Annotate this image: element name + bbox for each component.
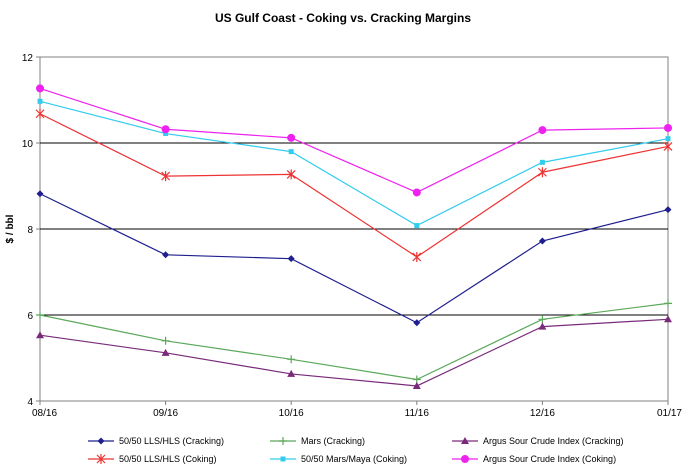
legend-item: 50/50 Mars/Maya (Coking) — [270, 454, 407, 464]
legend-label: 50/50 LLS/HLS (Coking) — [119, 454, 217, 464]
data-point — [538, 315, 547, 324]
x-tick-label: 09/16 — [153, 408, 178, 419]
data-point — [280, 456, 286, 462]
series-line — [39, 193, 669, 324]
series-0 — [36, 190, 672, 327]
legend-item: 50/50 LLS/HLS (Cracking) — [88, 436, 224, 446]
x-axis-ticks: 08/16 09/16 10/16 11/16 12/16 01/17 — [32, 401, 682, 419]
series-2 — [36, 315, 672, 389]
data-point — [413, 319, 421, 327]
data-point — [97, 437, 105, 445]
legend-item: 50/50 LLS/HLS (Coking) — [88, 454, 217, 464]
data-point — [161, 348, 170, 356]
y-axis-ticks: 4 6 8 10 12 — [22, 53, 40, 408]
series-line — [39, 113, 669, 258]
legend-label: 50/50 LLS/HLS (Cracking) — [119, 436, 224, 446]
y-tick-label: 4 — [27, 397, 33, 408]
data-point — [461, 455, 469, 463]
data-point — [96, 454, 106, 464]
chart-title: US Gulf Coast - Coking vs. Cracking Marg… — [215, 11, 471, 25]
data-point — [161, 125, 170, 134]
y-tick-label: 12 — [22, 53, 34, 64]
x-tick-label: 10/16 — [279, 408, 304, 419]
series-1 — [36, 299, 672, 384]
legend-item: Mars (Cracking) — [270, 436, 365, 446]
data-point — [663, 141, 673, 152]
data-point — [162, 251, 170, 259]
legend-label: 50/50 Mars/Maya (Coking) — [301, 454, 407, 464]
data-point — [538, 237, 546, 245]
data-point — [664, 315, 672, 323]
legend-label: Mars (Cracking) — [301, 436, 365, 446]
data-point — [36, 190, 44, 198]
data-point — [161, 336, 170, 345]
legend-item: Argus Sour Crude Index (Cracking) — [452, 436, 624, 446]
data-point — [414, 223, 420, 229]
data-point — [538, 322, 547, 330]
data-point — [664, 299, 672, 308]
data-point — [461, 437, 469, 444]
x-tick-label: 01/17 — [657, 408, 682, 419]
data-point — [279, 437, 287, 445]
data-point — [286, 169, 296, 180]
series-layer — [35, 84, 673, 389]
data-point — [287, 133, 296, 142]
data-point — [664, 206, 672, 214]
data-point — [537, 167, 547, 178]
data-point — [538, 126, 547, 135]
y-tick-label: 8 — [27, 225, 33, 236]
data-point — [412, 188, 421, 197]
y-axis-label: $ / bbl — [5, 214, 16, 243]
series-4 — [37, 98, 671, 229]
data-point — [665, 136, 671, 142]
data-point — [161, 171, 171, 182]
series-line — [39, 318, 669, 387]
data-point — [287, 369, 296, 377]
data-point — [412, 251, 422, 262]
data-point — [287, 255, 295, 263]
legend-label: Argus Sour Crude Index (Cracking) — [483, 436, 624, 446]
x-tick-label: 12/16 — [530, 408, 555, 419]
y-tick-label: 6 — [27, 311, 33, 322]
y-tick-label: 10 — [22, 139, 34, 150]
series-line — [39, 87, 669, 194]
data-point — [539, 159, 545, 165]
series-line — [39, 302, 669, 381]
data-point — [163, 131, 169, 137]
x-tick-label: 08/16 — [32, 408, 57, 419]
legend-item: Argus Sour Crude Index (Coking) — [452, 454, 616, 464]
data-point — [412, 381, 421, 389]
x-tick-label: 11/16 — [405, 408, 430, 419]
data-point — [37, 98, 43, 104]
data-point — [664, 123, 672, 132]
legend: 50/50 LLS/HLS (Cracking) Mars (Cracking) A… — [88, 436, 624, 464]
data-point — [287, 355, 296, 364]
gridlines — [40, 142, 668, 316]
legend-label: Argus Sour Crude Index (Coking) — [483, 454, 616, 464]
data-point — [36, 311, 44, 319]
series-5 — [36, 84, 672, 197]
data-point — [36, 331, 44, 339]
data-point — [36, 84, 44, 93]
series-3 — [35, 108, 673, 262]
data-point — [35, 108, 45, 119]
data-point — [288, 149, 294, 155]
series-line — [39, 100, 669, 227]
